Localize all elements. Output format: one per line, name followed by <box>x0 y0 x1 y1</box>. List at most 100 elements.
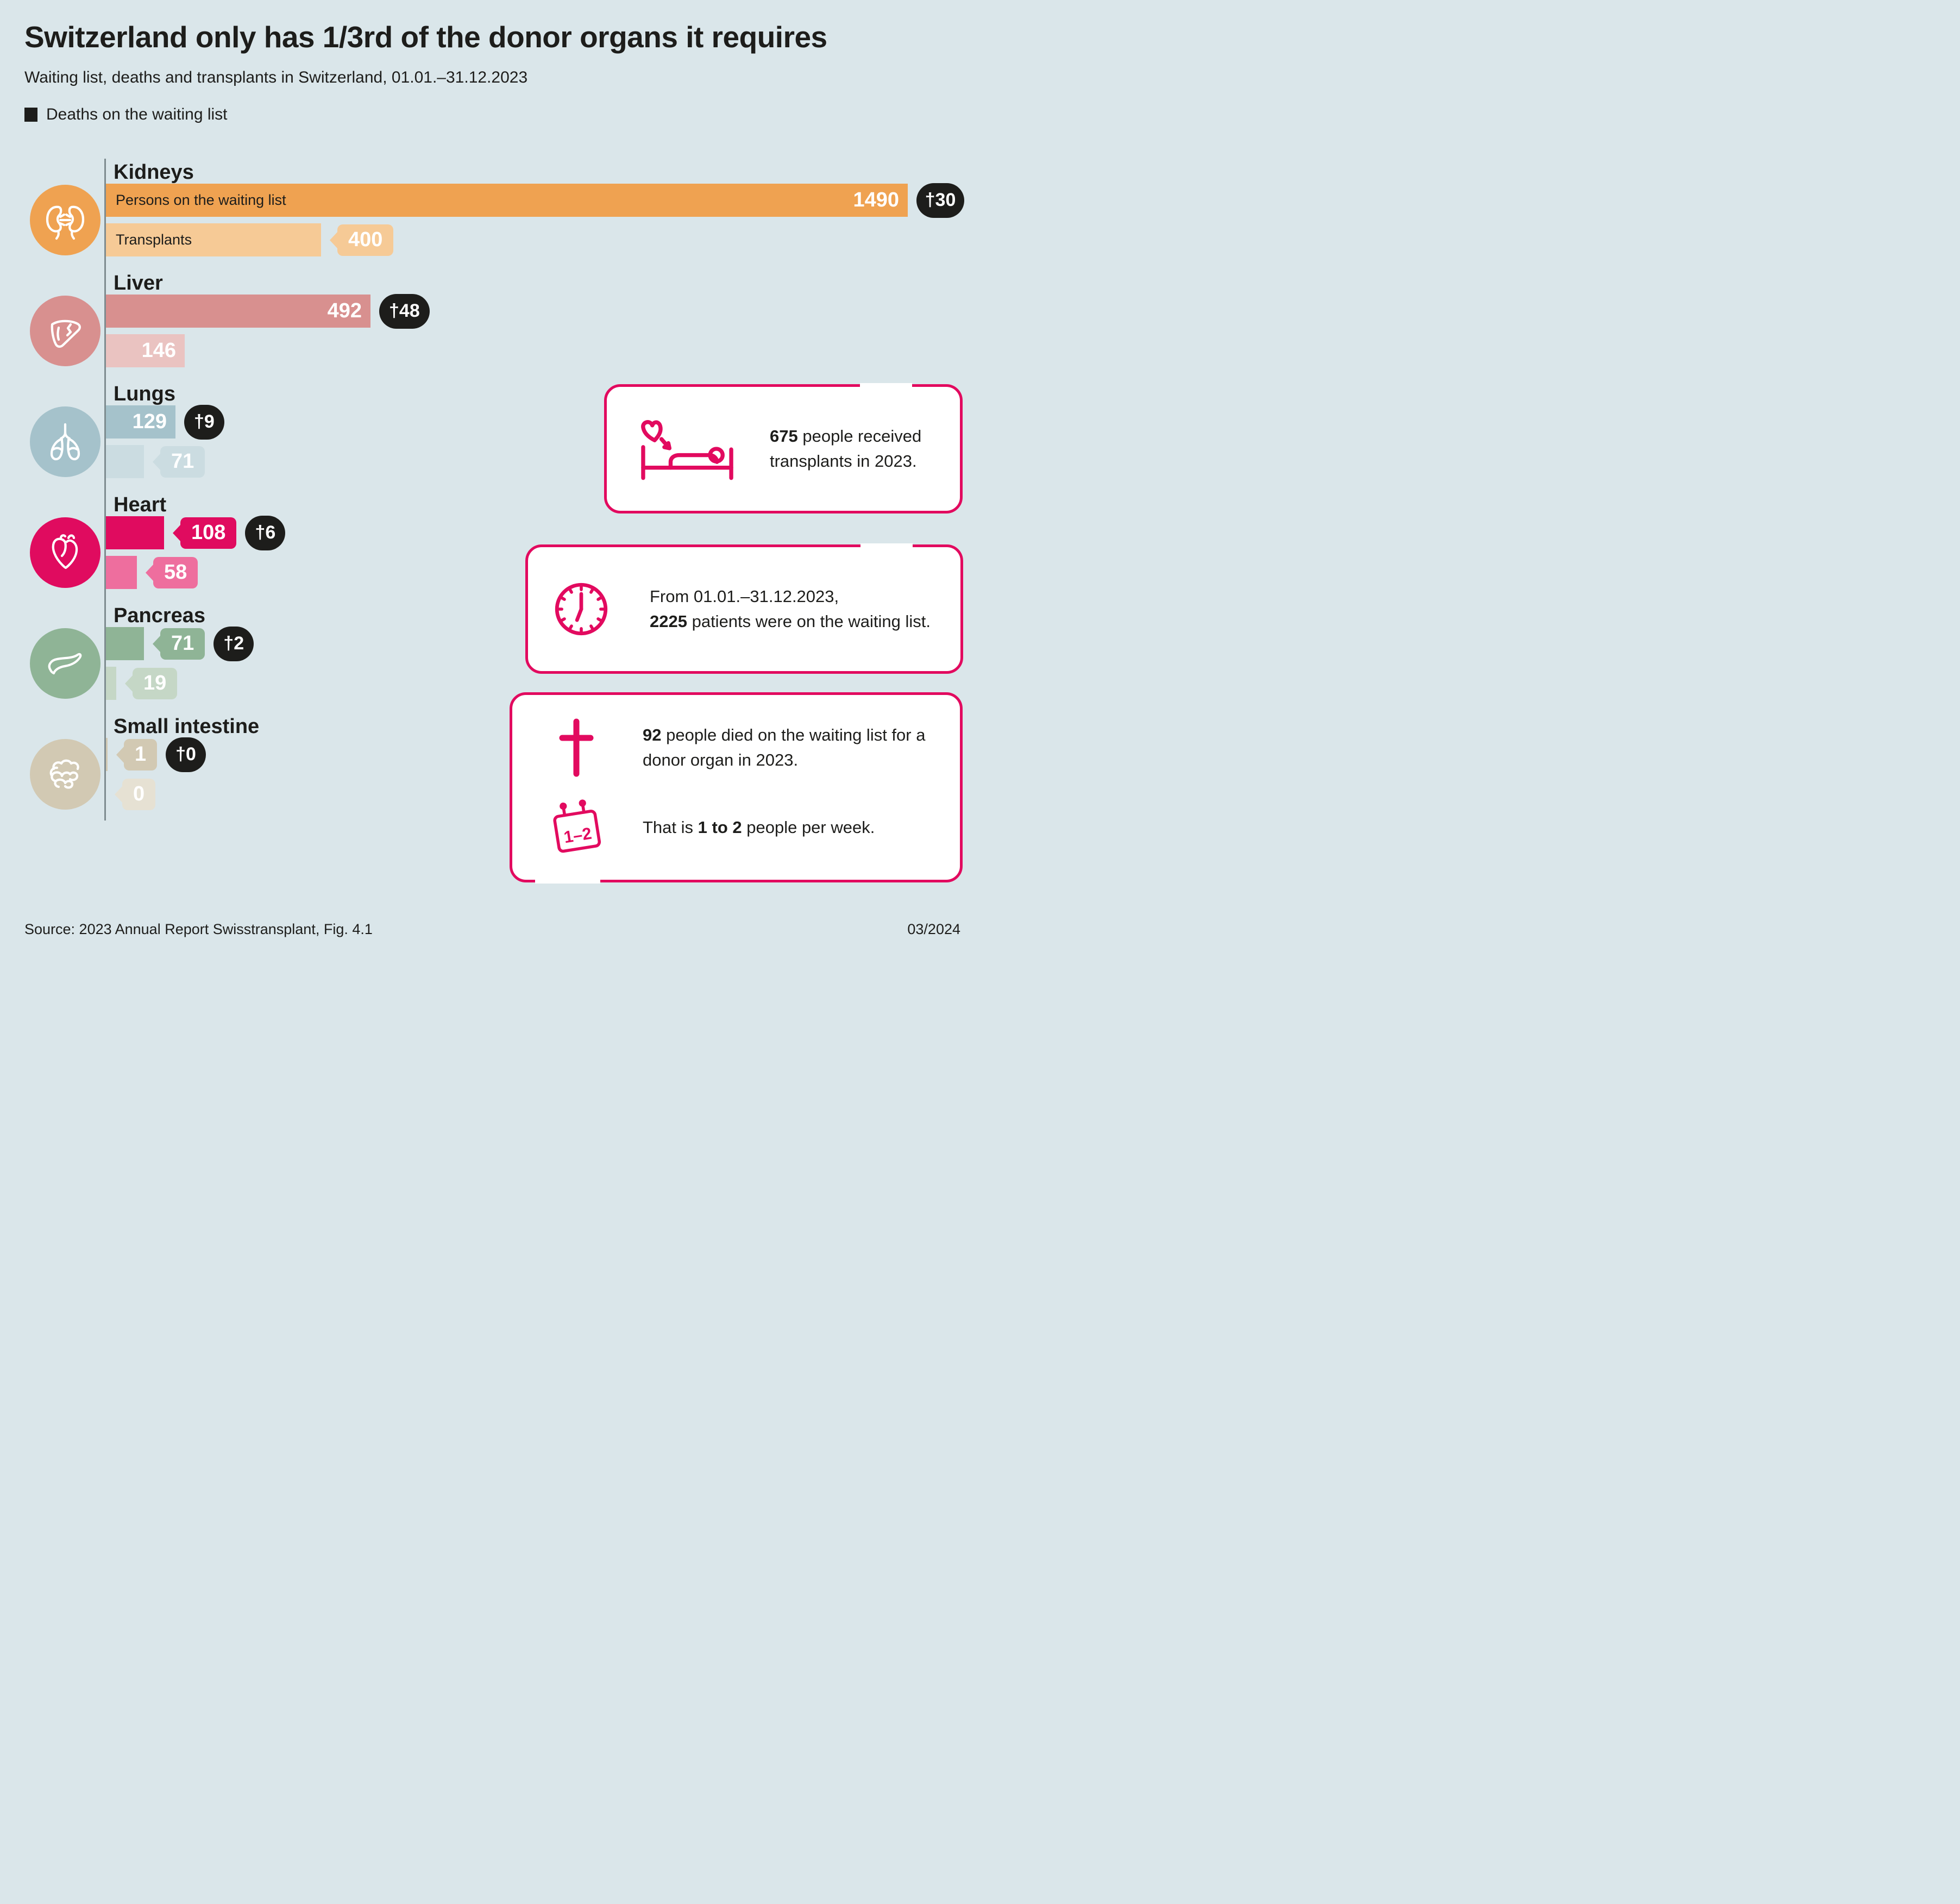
tag-notch-icon <box>153 453 161 471</box>
deaths-badge: †2 <box>213 626 254 661</box>
callout-waiting-rest: patients were on the waiting list. <box>687 612 931 631</box>
deaths-row: 92 people died on the waiting list for a… <box>542 717 946 778</box>
tag-notch-icon <box>330 231 338 249</box>
tag-notch-icon <box>173 524 181 542</box>
bar-value: 146 <box>141 339 176 362</box>
organ-label: Lungs <box>114 383 175 405</box>
waiting-row: 71 †2 <box>106 626 964 661</box>
legend-swatch-deaths <box>24 107 37 122</box>
organ-label: Kidneys <box>114 161 194 184</box>
pancreas-icon <box>30 628 100 699</box>
bar-value: 129 <box>132 410 167 433</box>
infographic-page: Switzerland only has 1/3rd of the donor … <box>0 0 980 952</box>
organ-section: Small intestine 1 †0 0 <box>30 715 964 811</box>
waiting-bar <box>106 738 108 771</box>
bar-value: 400 <box>337 224 394 256</box>
value-tag: 108 <box>173 517 237 549</box>
callout-transplants-text: 675 people received transplants in 2023. <box>770 424 946 474</box>
transplants-row: 146 <box>106 334 964 367</box>
calendar-icon: 1–2 <box>552 799 601 853</box>
clock-icon <box>555 583 608 636</box>
value-tag: 71 <box>153 446 205 478</box>
bar-label: Transplants <box>116 231 192 248</box>
bar-value: 108 <box>180 517 237 549</box>
transplants-bar: Transplants <box>106 223 321 256</box>
waiting-bar: 492 <box>106 295 370 328</box>
callout-transplants-rest: people received transplants in 2023. <box>770 426 922 471</box>
deaths-badge: †0 <box>166 737 206 772</box>
bar-label: Persons on the waiting list <box>116 192 286 208</box>
value-tag: 400 <box>330 224 394 256</box>
organ-label: Small intestine <box>114 715 260 738</box>
date-stamp: 03/2024 <box>907 921 960 937</box>
waiting-row: 492 †48 <box>106 293 964 329</box>
waiting-row: 129 †9 <box>106 404 964 440</box>
transplants-row: 0 <box>106 778 964 811</box>
bubble-tail-join <box>860 383 912 391</box>
cross-icon <box>559 718 593 777</box>
transplants-bar: 146 <box>106 334 185 367</box>
page-title: Switzerland only has 1/3rd of the donor … <box>24 20 827 54</box>
deaths-badge: †6 <box>245 515 286 550</box>
waiting-bar: 129 <box>106 405 175 439</box>
bar-value: 1490 <box>853 189 899 211</box>
callout-per-week-text: That is 1 to 2 people per week. <box>643 815 875 841</box>
header: Switzerland only has 1/3rd of the donor … <box>0 0 980 124</box>
callout-deaths-number: 92 <box>643 725 662 744</box>
liver-icon <box>30 296 100 366</box>
source-note: Source: 2023 Annual Report Swisstranspla… <box>24 921 373 937</box>
callout-deaths: 92 people died on the waiting list for a… <box>510 692 963 925</box>
deaths-per-week-row: 1–2 That is 1 to 2 people per week. <box>542 794 946 861</box>
waiting-bar <box>106 516 164 549</box>
organ-bar-chart: Kidneys Persons on the waiting list 1490 †3… <box>30 159 964 826</box>
bar-value: 19 <box>133 667 178 699</box>
organ-section: Heart 108 †6 58 <box>30 493 964 589</box>
callout-per-week-rest: people per week. <box>742 817 875 837</box>
tag-notch-icon <box>153 635 161 653</box>
chart-axis-line <box>104 159 106 821</box>
callout-waiting-line1: From 01.01.–31.12.2023, <box>650 586 839 606</box>
transplants-row: Transplants 400 <box>106 223 964 256</box>
waiting-bar: Persons on the waiting list 1490 <box>106 184 908 217</box>
tag-notch-icon <box>125 674 133 692</box>
value-tag: 0 <box>115 778 156 810</box>
page-subtitle: Waiting list, deaths and transplants in … <box>24 68 528 86</box>
deaths-badge: †9 <box>184 404 224 440</box>
transplants-bar <box>106 556 137 589</box>
callout-waiting-list: From 01.01.–31.12.2023, 2225 patients we… <box>525 502 963 674</box>
waiting-row: Persons on the waiting list 1490 †30 <box>106 183 964 218</box>
deaths-badge: †48 <box>379 293 430 329</box>
tag-notch-icon <box>146 563 154 581</box>
transplants-row: 58 <box>106 556 964 589</box>
legend: Deaths on the waiting list <box>24 105 956 124</box>
small-intestine-icon <box>30 739 100 810</box>
kidneys-icon <box>30 185 100 255</box>
deaths-badge: †30 <box>916 183 964 218</box>
organ-label: Liver <box>114 272 163 295</box>
heart-to-bed-icon <box>641 420 733 480</box>
tag-notch-icon <box>115 785 123 803</box>
heart-icon <box>30 517 100 588</box>
value-tag: 1 <box>116 738 158 771</box>
waiting-row: 1 †0 <box>106 737 964 772</box>
callout-deaths-rest: people died on the waiting list for a do… <box>643 725 926 770</box>
bubble-tail-join <box>535 875 600 884</box>
organ-section: Pancreas 71 †2 19 <box>30 604 964 700</box>
lungs-icon <box>30 406 100 477</box>
transplants-row: 19 <box>106 667 964 700</box>
waiting-bar <box>106 627 144 660</box>
bubble-tail-join <box>860 543 913 552</box>
bar-value: 1 <box>124 738 158 771</box>
bar-value: 0 <box>122 778 156 810</box>
value-tag: 19 <box>125 667 178 699</box>
transplants-row: 71 <box>106 445 964 478</box>
waiting-row: 108 †6 <box>106 515 964 550</box>
bar-value: 71 <box>160 446 205 478</box>
transplants-bar <box>106 667 116 700</box>
value-tag: 58 <box>146 556 198 588</box>
callout-per-week-pre: That is <box>643 817 698 837</box>
callout-waiting-text: From 01.01.–31.12.2023, 2225 patients we… <box>650 584 931 635</box>
transplants-bar <box>106 445 144 478</box>
callout-waiting-number: 2225 <box>650 612 687 631</box>
bar-value: 492 <box>327 299 362 322</box>
